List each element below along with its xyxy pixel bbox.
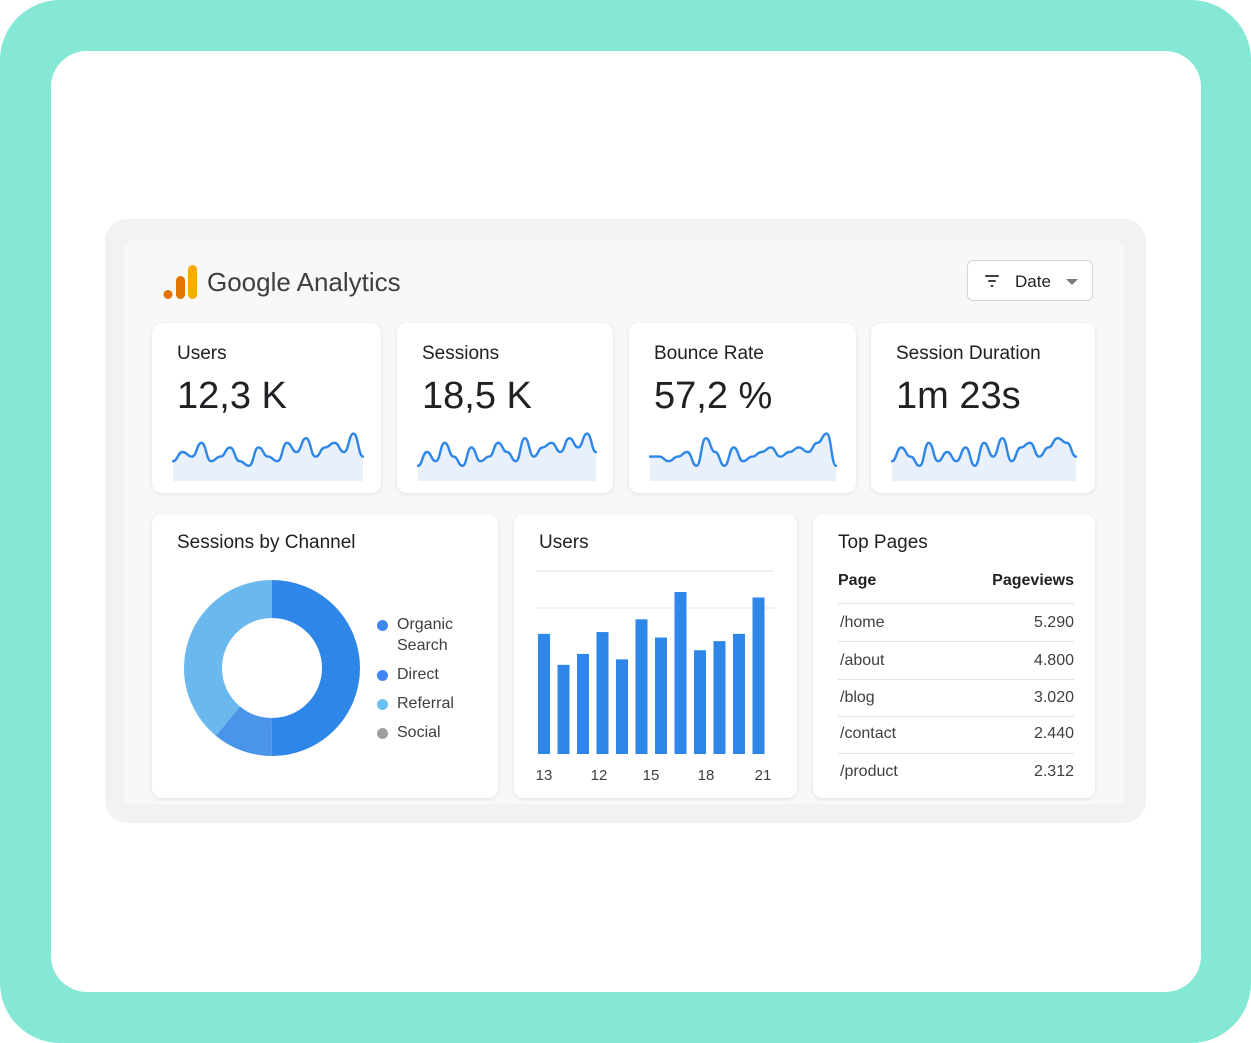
kpi-card-sessions[interactable]: Sessions 18,5 K — [397, 323, 613, 493]
users-chart-card: Users 13 12 15 18 21 — [514, 514, 797, 798]
kpi-card-users[interactable]: Users 12,3 K — [152, 323, 381, 493]
sparkline-line — [172, 432, 364, 468]
caret-down-icon — [1066, 279, 1078, 285]
users-bar-chart: 13 12 15 18 21 — [536, 570, 774, 784]
users-bar[interactable] — [557, 664, 570, 754]
table-divider — [838, 679, 1074, 680]
users-bar[interactable] — [538, 633, 550, 754]
sparkline-line — [417, 432, 597, 468]
users-bar[interactable] — [733, 633, 745, 754]
section-title: Users — [539, 532, 589, 553]
users-bar[interactable] — [674, 592, 687, 754]
logo-bar-tall — [188, 265, 197, 299]
x-tick-label: 18 — [698, 767, 715, 784]
date-filter-label: Date — [1015, 272, 1051, 291]
users-bar[interactable] — [694, 650, 706, 754]
table-divider — [838, 641, 1074, 642]
legend-label: Referral — [397, 695, 454, 712]
sparkline-area — [892, 438, 1076, 481]
pageviews-value: 2.312 — [1033, 763, 1074, 780]
page-path: /home — [840, 614, 885, 631]
channel-donut-chart — [184, 580, 360, 756]
page-path: /contact — [840, 725, 897, 742]
users-bar[interactable] — [655, 637, 667, 754]
top-pages-card: Top Pages Page Pageviews /home 5.290 /ab… — [813, 514, 1095, 798]
page-path: /product — [840, 763, 898, 780]
x-tick-label: 13 — [536, 767, 553, 784]
kpi-label: Users — [177, 343, 227, 364]
google-analytics-logo-icon — [163, 265, 197, 299]
users-bar[interactable] — [616, 659, 628, 754]
logo-bar-mid — [176, 276, 185, 299]
kpi-label: Bounce Rate — [654, 343, 764, 364]
logo-dot — [163, 290, 173, 299]
kpi-label: Session Duration — [896, 343, 1041, 364]
table-row[interactable]: /product 2.312 — [840, 754, 1074, 790]
legend-label: Organic Search — [397, 616, 454, 654]
filter-lines-icon — [985, 275, 999, 287]
page-path: /about — [840, 652, 885, 669]
table-row[interactable]: /about 4.800 — [840, 643, 1074, 679]
sparkline-area — [418, 433, 596, 481]
sparkline-area — [650, 433, 836, 481]
pageviews-value: 4.800 — [1033, 652, 1074, 669]
sessions-sparkline — [417, 432, 597, 481]
legend-label: Social — [397, 724, 441, 741]
section-title: Sessions by Channel — [177, 532, 356, 553]
sparkline-line — [891, 436, 1077, 468]
users-bar[interactable] — [596, 632, 609, 754]
table-divider — [838, 753, 1074, 754]
users-sparkline — [172, 432, 364, 481]
table-divider — [838, 716, 1074, 717]
pageviews-value: 3.020 — [1033, 689, 1074, 706]
kpi-card-session-duration[interactable]: Session Duration 1m 23s — [871, 323, 1095, 493]
sparkline-line — [649, 432, 837, 468]
table-row[interactable]: /blog 3.020 — [840, 680, 1074, 716]
table-divider — [838, 603, 1074, 604]
legend-item-social[interactable]: Social — [377, 722, 487, 743]
channel-legend: Organic Search Direct Referral Social — [377, 614, 487, 751]
date-filter-button[interactable]: Date — [967, 260, 1093, 301]
kpi-value: 12,3 K — [177, 375, 287, 417]
kpi-label: Sessions — [422, 343, 500, 364]
legend-item-referral[interactable]: Referral — [377, 693, 487, 714]
section-title: Top Pages — [838, 532, 928, 553]
sessions-by-channel-card: Sessions by Channel Organic Search Direc… — [152, 514, 498, 798]
users-bar[interactable] — [635, 619, 648, 754]
x-tick-label: 15 — [643, 767, 660, 784]
table-row[interactable]: /contact 2.440 — [840, 716, 1074, 752]
brand-title: Google Analytics — [207, 267, 401, 297]
kpi-value: 1m 23s — [896, 375, 1021, 417]
legend-dot — [377, 670, 388, 681]
x-tick-label: 12 — [591, 767, 608, 784]
donut-slice[interactable] — [184, 580, 360, 756]
x-tick-label: 21 — [755, 767, 772, 784]
kpi-card-bounce-rate[interactable]: Bounce Rate 57,2 % — [629, 323, 856, 493]
kpi-value: 57,2 % — [654, 375, 773, 417]
legend-dot — [377, 728, 388, 739]
page-path: /blog — [840, 689, 875, 706]
users-bar[interactable] — [752, 597, 765, 754]
legend-item-organic-search[interactable]: Organic Search — [377, 614, 487, 656]
legend-dot — [377, 620, 388, 631]
bounce-rate-sparkline — [649, 432, 837, 481]
users-bar[interactable] — [713, 641, 726, 754]
table-row[interactable]: /home 5.290 — [840, 605, 1074, 641]
legend-label: Direct — [397, 666, 439, 683]
pageviews-value: 5.290 — [1033, 614, 1074, 631]
users-bar[interactable] — [577, 653, 589, 754]
column-header-page[interactable]: Page — [838, 572, 877, 589]
session-duration-sparkline — [891, 436, 1077, 481]
legend-dot — [377, 699, 388, 710]
legend-item-direct[interactable]: Direct — [377, 664, 487, 685]
kpi-value: 18,5 K — [422, 375, 532, 417]
pageviews-value: 2.440 — [1033, 725, 1074, 742]
column-header-pageviews[interactable]: Pageviews — [992, 572, 1074, 589]
